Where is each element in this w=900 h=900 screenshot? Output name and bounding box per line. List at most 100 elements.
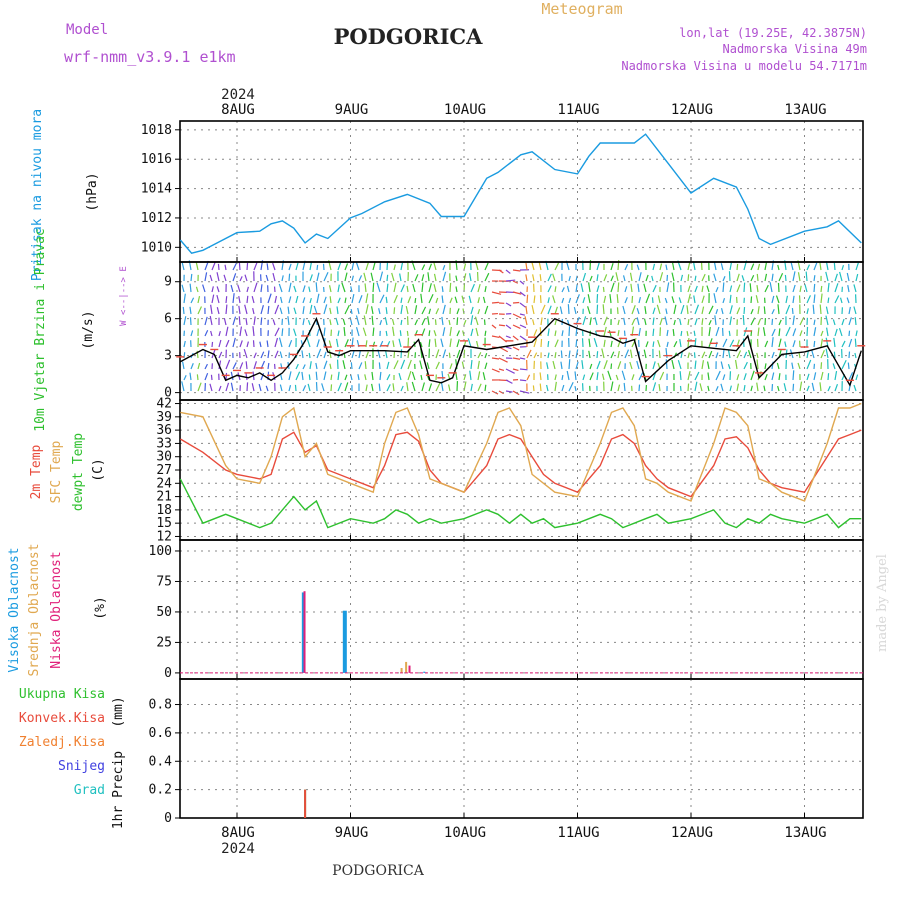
- wind-arrow: [288, 296, 292, 304]
- wind-arrow: [706, 285, 710, 293]
- wind-arrow: [183, 374, 187, 381]
- wind-arrow: [279, 307, 283, 315]
- wind-arrow: [302, 364, 306, 370]
- wind-arrow: [602, 304, 605, 315]
- wind-arrow: [581, 360, 584, 370]
- wind-arrow: [428, 263, 433, 271]
- wind-arrow: [407, 296, 412, 304]
- clouds-bar: [408, 665, 411, 673]
- wind-arrow: [804, 284, 808, 293]
- wind-arrow: [365, 340, 368, 348]
- wind-arrow: [244, 329, 248, 337]
- wind-arrow: [216, 307, 220, 315]
- wind-arrow: [848, 317, 852, 326]
- temperature-series-line: [180, 402, 862, 502]
- wind-arrow: [552, 273, 556, 282]
- wind-arrow: [391, 272, 395, 282]
- wind-arrow: [400, 297, 403, 304]
- wind-arrow: [687, 319, 690, 326]
- wind-arrow: [622, 305, 626, 315]
- wind-arrow: [400, 359, 406, 370]
- clouds-bar: [303, 591, 306, 673]
- clouds-bar: [400, 668, 403, 673]
- wind-arrow: [764, 284, 769, 293]
- temp-unit: (C): [91, 458, 106, 481]
- wind-arrow: [274, 337, 279, 348]
- wind-arrow: [533, 338, 538, 348]
- wind-arrow: [455, 286, 458, 293]
- wind-arrow: [407, 370, 412, 381]
- wind-arrow: [519, 390, 530, 394]
- model-elevation-label: Nadmorska Visina u modelu 54.7171m: [621, 59, 867, 73]
- wind-arrow: [622, 275, 626, 282]
- wind-arrow: [323, 327, 326, 337]
- wind-arrow: [777, 385, 780, 392]
- wind-arrow: [232, 262, 237, 271]
- wind-arrow: [330, 384, 333, 392]
- wind-arrow: [323, 272, 329, 282]
- page-title: PODGORICA: [334, 24, 484, 49]
- wind-arrow: [344, 374, 348, 381]
- wind-arrow: [713, 293, 717, 304]
- wind-arrow: [428, 308, 432, 315]
- wind-arrow: [244, 304, 248, 315]
- wind-arrow: [316, 293, 320, 304]
- wind-arrow: [411, 371, 416, 381]
- wind-arrow: [848, 306, 851, 315]
- wind-arrow: [624, 349, 630, 359]
- wind-arrow: [790, 262, 794, 271]
- wind-arrow: [392, 383, 395, 392]
- wind-arrow: [671, 359, 675, 370]
- wind-arrow: [190, 330, 194, 337]
- wind-arrow: [484, 330, 487, 337]
- wind-arrow: [505, 269, 511, 274]
- wind-arrow: [533, 352, 538, 359]
- wind-arrow: [756, 273, 759, 282]
- wind-arrow: [722, 374, 726, 381]
- wind-arrow: [596, 372, 599, 381]
- wind-arrow: [594, 317, 598, 326]
- wind-arrow: [854, 317, 857, 326]
- wind-arrow: [715, 326, 720, 337]
- wind-arrow: [533, 329, 538, 337]
- wind-arrow: [371, 383, 374, 392]
- wind-arrow: [218, 339, 222, 348]
- wind-arrow: [666, 282, 670, 293]
- wind-arrow: [784, 341, 787, 348]
- wind-arrow: [729, 294, 732, 304]
- wind-arrow: [337, 382, 342, 392]
- wind-arrow: [467, 338, 472, 348]
- wind-arrow: [657, 339, 661, 348]
- wind-arrow: [295, 371, 301, 381]
- wind-arrow: [470, 315, 474, 326]
- wind-arrow: [727, 364, 731, 370]
- wind-arrow: [776, 362, 780, 370]
- wind-arrow: [629, 272, 633, 282]
- credit-label: made by Angel: [875, 554, 890, 652]
- wind-arrow: [400, 284, 405, 293]
- wind-arrow: [350, 362, 353, 370]
- wind-arrow: [433, 284, 437, 293]
- wind-arrow: [636, 308, 640, 315]
- wind-arrow: [279, 351, 283, 359]
- wind-arrow: [463, 319, 467, 326]
- temperature-ytick-label: 42: [156, 397, 172, 412]
- wind-arrow: [609, 294, 612, 304]
- wind-arrow: [575, 361, 579, 370]
- wind-arrow: [525, 305, 528, 315]
- wind-arrow: [806, 373, 810, 381]
- wind-arrow: [328, 285, 332, 293]
- date-label-bottom: 13AUG: [784, 825, 826, 841]
- wind-arrow: [505, 346, 512, 350]
- wind-arrow: [686, 305, 689, 315]
- wind-arrow: [524, 316, 528, 326]
- wind-arrow: [512, 335, 519, 341]
- wind-arrow: [302, 318, 305, 326]
- wind-arrow: [791, 362, 794, 370]
- wind-arrow: [777, 264, 780, 271]
- wind-arrow: [665, 264, 668, 271]
- wind-arrow: [636, 264, 640, 271]
- wind-ytick-label: 9: [164, 275, 172, 290]
- wind-arrow: [771, 295, 775, 304]
